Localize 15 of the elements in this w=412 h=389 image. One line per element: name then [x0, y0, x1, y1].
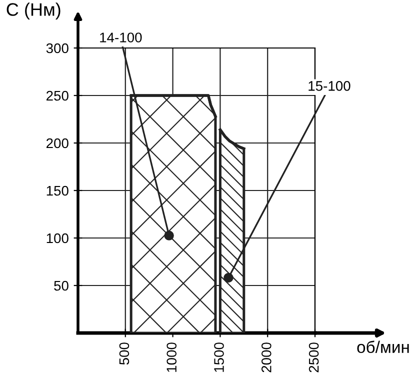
x-tick-label: 1000	[166, 342, 177, 372]
y-tick-label: 200	[46, 138, 68, 148]
x-axis-title: об/мин	[357, 340, 409, 354]
y-axis-title: C (Нм)	[6, 2, 60, 20]
y-tick-label: 300	[46, 43, 68, 54]
y-tick-label: 150	[46, 186, 68, 196]
y-tick-label: 100	[46, 233, 68, 244]
x-tick-label: 500	[119, 342, 130, 365]
y-tick-label: 50	[54, 280, 68, 291]
x-tick-label: 1500	[214, 342, 224, 372]
x-tick-label: 2000	[261, 342, 272, 372]
x-tick-label: 2500	[308, 342, 319, 372]
text: 15-100	[308, 81, 350, 91]
y-tick-label: 250	[46, 90, 68, 101]
text: 14-100	[100, 32, 142, 42]
